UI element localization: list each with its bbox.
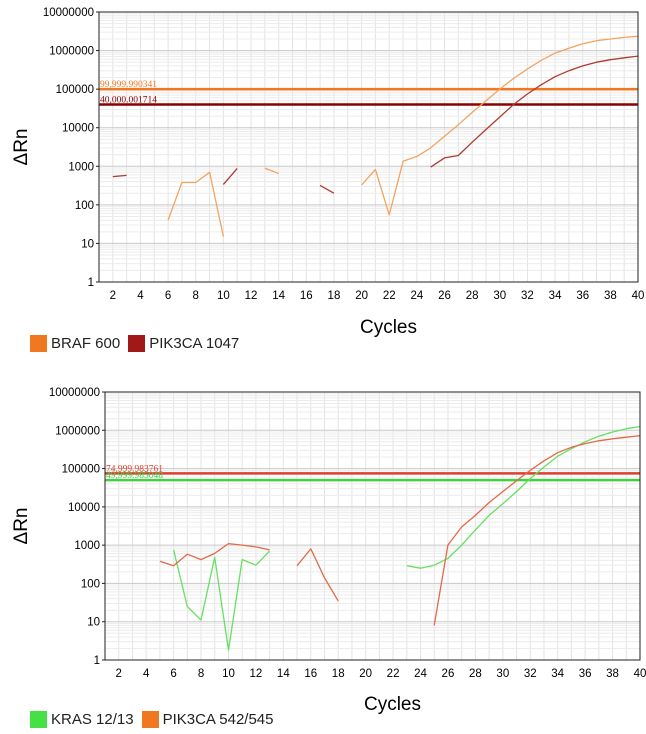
- legend-label-pik3ca-542-545: PIK3CA 542/545: [162, 711, 274, 728]
- x-tick-label: 16: [304, 668, 317, 680]
- x-tick-label: 22: [383, 290, 396, 302]
- series-line-braf-600: [264, 167, 279, 175]
- series-line-braf-600: [167, 171, 225, 237]
- y-tick-label: 10000000: [43, 7, 94, 19]
- x-tick-label: 38: [606, 668, 619, 680]
- x-tick-label: 10: [222, 668, 235, 680]
- threshold-label-kras-12-13: 49,999.985048: [106, 471, 163, 481]
- x-axis-title: Cycles: [364, 694, 421, 715]
- series-line-pik3ca-542-545: [296, 548, 339, 602]
- y-tick-label: 100000: [62, 464, 100, 476]
- x-tick-label: 40: [634, 668, 646, 680]
- x-tick-label: 32: [521, 290, 534, 302]
- series-line-pik3ca-1047: [430, 55, 639, 168]
- series-line-pik3ca-542-545: [433, 435, 641, 626]
- x-tick-label: 2: [116, 668, 122, 680]
- legend-bottom: KRAS 12/13 PIK3CA 542/545: [30, 711, 277, 728]
- x-tick-label: 24: [410, 290, 423, 302]
- x-tick-label: 14: [272, 290, 285, 302]
- x-tick-label: 4: [143, 668, 150, 680]
- x-tick-label: 10: [217, 290, 230, 302]
- legend-item-pik3ca-542-545: PIK3CA 542/545: [141, 711, 274, 728]
- x-tick-label: 2: [110, 290, 116, 302]
- x-tick-label: 6: [170, 668, 176, 680]
- legend-label-pik3ca-1047: PIK3CA 1047: [149, 335, 240, 352]
- y-axis-title: ΔRn: [11, 129, 32, 166]
- legend-swatch-pik3ca-542-545: [141, 711, 159, 728]
- y-tick-label: 1: [88, 277, 94, 289]
- x-tick-label: 30: [493, 290, 506, 302]
- y-tick-label: 1: [94, 655, 100, 667]
- y-tick-label: 1000: [74, 540, 100, 552]
- x-axis-title: Cycles: [360, 317, 417, 338]
- y-tick-label: 10000: [62, 123, 94, 135]
- y-tick-label: 10: [87, 617, 100, 629]
- y-tick-label: 10000: [68, 502, 100, 514]
- series-line-braf-600: [361, 35, 639, 216]
- x-tick-label: 22: [387, 668, 400, 680]
- legend-label-kras-12-13: KRAS 12/13: [51, 711, 134, 728]
- x-tick-label: 12: [249, 668, 262, 680]
- x-tick-label: 20: [359, 668, 372, 680]
- y-axis-title: ΔRn: [11, 508, 32, 545]
- x-tick-label: 40: [632, 290, 645, 302]
- x-tick-label: 6: [165, 290, 171, 302]
- x-tick-label: 4: [137, 290, 144, 302]
- x-tick-label: 34: [551, 668, 564, 680]
- y-tick-label: 100: [75, 200, 94, 212]
- x-tick-label: 32: [524, 668, 537, 680]
- threshold-label-pik3ca-542-545: 74,999.983761: [106, 464, 163, 474]
- x-tick-label: 16: [300, 290, 313, 302]
- y-tick-label: 1000000: [55, 425, 100, 437]
- x-tick-label: 38: [604, 290, 617, 302]
- legend-item-kras-12-13: KRAS 12/13: [30, 711, 134, 728]
- legend-swatch-kras-12-13: [30, 711, 47, 728]
- chart-1: 99,999.990341 40,000.001714 1 10 100 1000 1000…: [11, 7, 644, 338]
- legend-top: BRAF 600 PIK3CA 1047: [30, 335, 243, 352]
- legend-item-braf-600: BRAF 600: [30, 335, 120, 352]
- y-tick-label: 1000: [68, 161, 94, 173]
- series-braf-600: [167, 35, 639, 237]
- y-tick-label: 10000000: [49, 387, 100, 399]
- legend-label-braf-600: BRAF 600: [51, 335, 121, 352]
- plot-frame: [104, 391, 641, 661]
- x-tick-label: 20: [355, 290, 368, 302]
- series-line-pik3ca-1047: [319, 184, 335, 194]
- x-tick-label: 24: [414, 668, 427, 680]
- legend-swatch-braf-600: [30, 335, 47, 352]
- threshold-label-braf-600: 99,999.990341: [100, 80, 157, 90]
- plot-frame: [98, 11, 639, 283]
- y-tick-label: 10: [81, 238, 94, 250]
- x-tick-label: 30: [496, 668, 509, 680]
- x-tick-label: 12: [245, 290, 258, 302]
- legend-swatch-pik3ca-1047: [128, 335, 146, 352]
- x-tick-label: 34: [549, 290, 562, 302]
- x-tick-label: 26: [438, 290, 451, 302]
- x-tick-label: 36: [576, 290, 589, 302]
- y-tick-label: 100000: [56, 84, 94, 96]
- series-line-pik3ca-1047: [222, 167, 238, 185]
- x-tick-label: 8: [193, 290, 199, 302]
- y-tick-label: 1000000: [49, 46, 94, 58]
- x-tick-label: 8: [198, 668, 204, 680]
- x-tick-label: 28: [469, 668, 482, 680]
- series-line-kras-12-13: [172, 549, 271, 651]
- series-pik3ca-542-545: [159, 435, 641, 626]
- threshold-label-pik3ca-1047: 40,000.001714: [100, 95, 157, 105]
- series-line-pik3ca-1047: [112, 174, 127, 178]
- series-line-pik3ca-542-545: [159, 542, 270, 567]
- x-tick-label: 18: [332, 668, 345, 680]
- x-tick-label: 36: [579, 668, 592, 680]
- x-tick-label: 26: [442, 668, 455, 680]
- x-tick-label: 28: [466, 290, 479, 302]
- grid: [104, 392, 641, 661]
- series-pik3ca-1047: [112, 55, 639, 194]
- x-tick-label: 14: [277, 668, 290, 680]
- legend-item-pik3ca-1047: PIK3CA 1047: [128, 335, 239, 352]
- x-tick-label: 18: [328, 290, 341, 302]
- y-tick-label: 100: [81, 578, 100, 590]
